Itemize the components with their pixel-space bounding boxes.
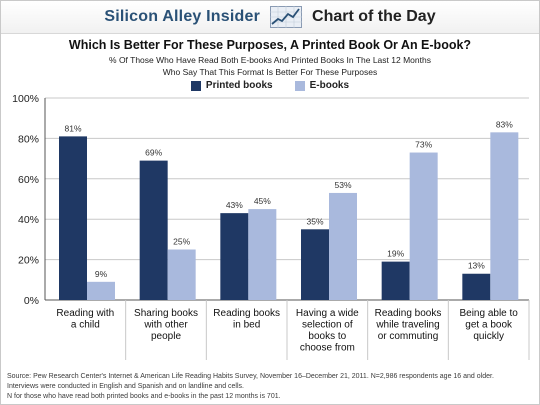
source-note: Source: Pew Research Center's Internet &… xyxy=(7,372,537,402)
bar-printed xyxy=(301,229,329,300)
x-tick-label: quickly xyxy=(473,331,504,342)
y-tick-label: 20% xyxy=(18,255,39,267)
y-tick-label: 40% xyxy=(18,214,39,226)
x-tick-label: in bed xyxy=(233,320,260,331)
y-tick-label: 100% xyxy=(12,93,39,105)
x-tick-label: Reading with xyxy=(56,308,114,319)
x-tick-label: with other xyxy=(143,320,188,331)
source-line-1: Source: Pew Research Center's Internet &… xyxy=(7,373,494,380)
data-label: 9% xyxy=(95,269,108,279)
subtitle-line-1: % Of Those Who Have Read Both E-books An… xyxy=(109,55,431,65)
subtitle-line-2: Who Say That This Format Is Better For T… xyxy=(162,67,378,77)
x-tick-label: Reading books xyxy=(375,308,442,319)
x-tick-label: Reading books xyxy=(213,308,280,319)
bar-printed xyxy=(59,136,87,300)
bar-ebooks xyxy=(248,209,277,300)
bar-ebooks xyxy=(490,132,519,300)
x-tick-label: while traveling xyxy=(375,320,439,331)
source-line-2: Interviews were conducted in English and… xyxy=(7,383,244,390)
legend-swatch-ebooks xyxy=(294,80,305,91)
data-label: 35% xyxy=(306,216,323,226)
x-tick-label: choose from xyxy=(300,343,355,354)
data-label: 43% xyxy=(226,200,243,210)
chart-legend: Printed books E-books xyxy=(1,80,539,91)
bar-printed xyxy=(220,213,249,300)
legend-item-printed: Printed books xyxy=(190,80,273,91)
x-tick-label: Sharing books xyxy=(134,308,198,319)
source-line-3: N for those who have read both printed b… xyxy=(7,393,281,400)
x-tick-label: Being able to xyxy=(459,308,518,319)
chart-title: Which Is Better For These Purposes, A Pr… xyxy=(68,38,472,52)
bar-printed xyxy=(462,273,491,300)
data-label: 81% xyxy=(64,123,81,133)
bar-printed xyxy=(381,261,410,300)
data-label: 19% xyxy=(387,249,404,259)
bar-ebooks xyxy=(409,152,438,300)
legend-label-printed: Printed books xyxy=(205,80,273,91)
data-label: 83% xyxy=(496,119,513,129)
bar-ebooks xyxy=(87,281,115,300)
data-label: 73% xyxy=(415,140,432,150)
data-label: 45% xyxy=(254,196,271,206)
bar-ebooks xyxy=(167,249,196,300)
x-tick-label: a child xyxy=(71,320,100,331)
legend-item-ebooks: E-books xyxy=(294,80,350,91)
legend-label-ebooks: E-books xyxy=(309,80,350,91)
header-bar: Silicon Alley Insider Chart of the Day xyxy=(1,1,539,34)
y-tick-label: 0% xyxy=(24,295,39,307)
bar-ebooks xyxy=(329,192,357,300)
x-tick-label: books to xyxy=(308,331,346,342)
data-label: 53% xyxy=(334,180,351,190)
x-tick-label: get a book xyxy=(465,320,513,331)
x-tick-label: or commuting xyxy=(378,331,439,342)
data-label: 13% xyxy=(468,261,485,271)
y-tick-label: 80% xyxy=(18,133,39,145)
bar-printed xyxy=(139,160,168,300)
legend-swatch-printed xyxy=(190,80,201,91)
line-chart-icon xyxy=(270,6,303,28)
y-tick-label: 60% xyxy=(18,174,39,186)
x-tick-label: people xyxy=(151,331,181,342)
section-title: Chart of the Day xyxy=(312,8,436,25)
x-tick-label: selection of xyxy=(302,320,353,331)
x-tick-label: Having a wide xyxy=(296,308,359,319)
brand-name: Silicon Alley Insider xyxy=(104,8,261,25)
data-label: 69% xyxy=(145,148,162,158)
data-label: 25% xyxy=(173,237,190,247)
chart-subtitle: % Of Those Who Have Read Both E-books An… xyxy=(1,54,539,78)
